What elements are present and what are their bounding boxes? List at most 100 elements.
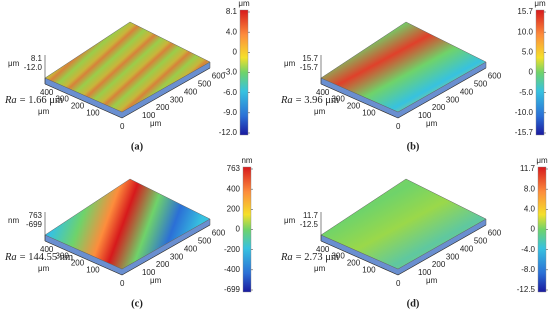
colorbar-tick-label: -9.0	[223, 108, 237, 117]
panel: μm11.7-12.5100200300400μm010020030040050…	[280, 156, 548, 309]
colorbar-tick-label: 4.0	[226, 27, 238, 36]
y-tick-label: 400	[316, 245, 330, 254]
colorbar-tick-label: 0	[236, 225, 241, 234]
axis-unit: μm	[150, 276, 162, 285]
panel: μm8.1-12.0100200300400μm0100200300400500…	[4, 0, 250, 152]
colorbar-unit: nm	[241, 156, 252, 165]
ra-value: = 3.96 μm	[296, 95, 339, 106]
x-tick-label: 600	[488, 228, 502, 237]
y-tick-label: 300	[331, 252, 345, 261]
ra-value: = 2.73 μm	[296, 252, 339, 263]
y-tick-label: 100	[86, 108, 100, 117]
ra-symbol: Ra	[4, 95, 17, 106]
colorbar-tick-label: 0	[531, 225, 536, 234]
axis-unit: μm	[314, 107, 326, 116]
caption: (d)	[407, 298, 420, 309]
ra-value: = 1.66 μm	[20, 95, 63, 106]
y-tick-label: 200	[347, 259, 361, 268]
colorbar-tick-label: 10.0	[517, 27, 533, 36]
ra-symbol: Ra	[280, 95, 293, 106]
y-tick-label: 300	[331, 95, 345, 104]
colorbar-unit: μm	[534, 0, 546, 8]
colorbar-tick-label: 8.1	[226, 7, 238, 16]
z-label: -12.0	[24, 63, 43, 72]
x-tick-label: 200	[156, 260, 170, 269]
colorbar-tick-label: -10.0	[515, 108, 534, 117]
z-label: -12.5	[300, 220, 319, 229]
ra-symbol: Ra	[4, 252, 17, 263]
z-unit: μm	[284, 59, 296, 68]
x-tick-label: 200	[432, 103, 446, 112]
origin-label: 0	[396, 279, 401, 288]
colorbar-tick-label: 200	[227, 204, 241, 213]
ra-label: Ra = 1.66 μm	[4, 95, 63, 106]
y-tick-label: 200	[71, 259, 85, 268]
colorbar-tick-label: 8.0	[524, 184, 536, 193]
colorbar-tick-label: -200	[224, 245, 241, 254]
x-tick-label: 500	[474, 79, 488, 88]
axis-unit: μm	[426, 276, 438, 285]
x-tick-label: 600	[212, 71, 226, 80]
origin-label: 0	[120, 122, 125, 131]
axis-unit: μm	[150, 119, 162, 128]
colorbar	[537, 166, 547, 293]
z-label: 11.7	[303, 211, 319, 220]
y-tick-label: 400	[40, 245, 54, 254]
x-tick-label: 400	[184, 87, 198, 96]
x-tick-label: 100	[142, 111, 156, 120]
colorbar-tick-label: -12.5	[517, 285, 536, 294]
colorbar-tick-label: 4.0	[524, 204, 536, 213]
z-label: -699	[26, 220, 43, 229]
colorbar-unit: μm	[536, 156, 548, 165]
colorbar	[239, 9, 249, 136]
colorbar	[242, 166, 252, 293]
panel: nm763-699100200300400μm01002003004005006…	[4, 156, 253, 309]
axis-unit: μm	[426, 119, 438, 128]
axis-unit: μm	[314, 264, 326, 273]
y-tick-label: 100	[86, 265, 100, 274]
z-label: 8.1	[31, 54, 43, 63]
colorbar-unit: μm	[238, 0, 250, 8]
surface	[320, 21, 487, 113]
colorbar-tick-label: -6.0	[223, 88, 237, 97]
surface	[44, 178, 211, 270]
ra-label: Ra = 3.96 μm	[280, 95, 339, 106]
caption: (a)	[131, 141, 144, 152]
x-tick-label: 500	[198, 236, 212, 245]
colorbar-tick-label: -5.0	[519, 88, 533, 97]
x-tick-label: 100	[418, 268, 432, 277]
x-tick-label: 600	[212, 228, 226, 237]
z-label: -15.7	[300, 63, 319, 72]
x-tick-label: 100	[142, 268, 156, 277]
panel: μm15.7-15.7100200300400μm010020030040050…	[280, 0, 546, 152]
y-tick-label: 200	[71, 102, 85, 111]
colorbar-tick-label: 763	[227, 164, 241, 173]
colorbar-tick-label: -699	[224, 285, 241, 294]
x-tick-label: 300	[446, 95, 460, 104]
axis-line	[44, 83, 123, 119]
x-tick-label: 300	[170, 252, 184, 261]
ra-label: Ra = 2.73 μm	[280, 252, 339, 263]
colorbar-tick-label: -3.0	[223, 68, 237, 77]
x-tick-label: 400	[184, 244, 198, 253]
y-tick-label: 300	[55, 252, 69, 261]
colorbar-tick-label: -15.7	[515, 128, 534, 137]
colorbar-tick-label: 5.0	[522, 47, 534, 56]
ra-value: = 144.55 nm	[20, 252, 73, 263]
axis-line	[397, 224, 487, 276]
axis-line	[397, 67, 487, 119]
colorbar-tick-label: -8.0	[521, 265, 535, 274]
axis-line	[44, 240, 123, 276]
x-tick-label: 200	[156, 103, 170, 112]
x-tick-label: 400	[460, 87, 474, 96]
z-unit: μm	[8, 59, 20, 68]
colorbar-tick-label: 11.7	[520, 164, 536, 173]
ra-label: Ra = 144.55 nm	[4, 252, 73, 263]
colorbar-tick-label: -400	[224, 265, 241, 274]
colorbar-tick-label: 15.7	[517, 7, 533, 16]
axis-unit: μm	[38, 107, 50, 116]
colorbar-tick-label: 0	[233, 47, 238, 56]
origin-label: 0	[120, 279, 125, 288]
y-tick-label: 400	[40, 88, 54, 97]
axis-line	[320, 83, 399, 119]
